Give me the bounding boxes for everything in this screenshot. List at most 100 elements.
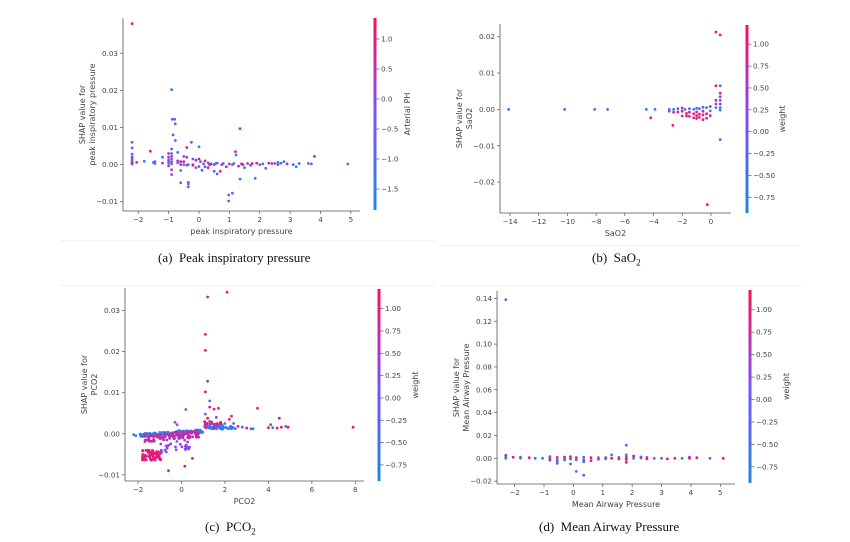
scatter-point — [203, 423, 207, 427]
scatter-point — [144, 448, 148, 452]
scatter-point — [200, 168, 204, 172]
scatter-point — [174, 445, 177, 449]
scatter-point — [261, 162, 265, 166]
scatter-point — [167, 469, 170, 473]
scatter-point — [692, 116, 696, 120]
scatter-point — [582, 455, 586, 459]
x-tick-label: −8 — [591, 217, 602, 226]
y-tick-label: 0.02 — [476, 431, 492, 440]
scatter-point — [688, 110, 691, 114]
scatter-point — [251, 427, 255, 431]
scatter-point — [555, 462, 559, 465]
scatter-point — [680, 109, 684, 113]
caption-c-prefix: (c) — [205, 519, 220, 534]
caption-c: (c) PCO2 — [205, 519, 256, 537]
scatter-point — [212, 169, 216, 173]
scatter-point — [214, 162, 218, 165]
scatter-point — [280, 425, 283, 429]
scatter-point — [718, 84, 722, 88]
scatter-point — [147, 449, 151, 452]
scatter-point — [217, 425, 221, 428]
y-tick-label: 0.01 — [479, 69, 495, 78]
scatter-point — [685, 112, 688, 115]
x-tick-label: 3 — [659, 488, 664, 497]
scatter-point — [718, 33, 722, 37]
scatter-point — [208, 424, 212, 428]
scatter-point — [183, 444, 187, 448]
scatter-point — [206, 295, 210, 299]
scatter-point — [214, 416, 218, 419]
scatter-point — [212, 426, 216, 429]
x-tick-label: 5 — [349, 215, 354, 224]
scatter-point — [173, 420, 177, 424]
scatter-point — [130, 146, 134, 150]
scatter-point — [255, 161, 259, 165]
scatter-point — [175, 423, 179, 427]
y-tick-label: 0.01 — [102, 123, 118, 132]
scatter-point — [680, 106, 684, 110]
colorbar — [748, 290, 752, 483]
scatter-point — [267, 161, 271, 165]
y-axis-label: SHAP value forPCO2 — [80, 354, 99, 414]
scatter-point — [194, 435, 198, 439]
scatter-point — [718, 98, 722, 102]
subplot-panel-c — [60, 285, 435, 511]
scatter-point — [208, 405, 212, 409]
scatter-point — [692, 108, 696, 111]
scatter-point — [617, 457, 621, 461]
x-axis-label: Mean Airway Pressure — [572, 500, 660, 509]
scatter-point — [197, 165, 201, 168]
x-tick-label: 4 — [266, 485, 271, 494]
scatter-point — [132, 433, 136, 436]
scatter-point — [202, 162, 205, 166]
scatter-point — [191, 457, 194, 460]
x-tick-label: 0 — [197, 215, 202, 224]
scatter-point — [645, 457, 649, 461]
scatter-point — [705, 116, 708, 120]
scatter-point — [220, 163, 224, 167]
x-tick-label: −2 — [133, 485, 144, 494]
scatter-point — [182, 160, 186, 164]
scatter-point — [187, 447, 191, 451]
scatter-point — [632, 456, 635, 460]
scatter-point — [219, 420, 223, 424]
scatter-point — [676, 110, 680, 114]
scatter-point — [191, 163, 195, 167]
scatter-point — [141, 453, 145, 456]
y-tick-label: 0.01 — [104, 388, 120, 397]
scatter-point — [152, 439, 156, 443]
scatter-point — [589, 459, 593, 462]
x-tick-label: −2 — [133, 215, 144, 224]
scatter-point — [666, 457, 669, 461]
scatter-point — [569, 462, 572, 466]
scatter-point — [236, 425, 240, 428]
scatter-point — [253, 176, 257, 180]
x-tick-label: 4 — [318, 215, 323, 224]
scatter-point — [158, 437, 162, 441]
colorbar-tick-label: 0.0 — [381, 95, 393, 104]
scatter-point — [142, 159, 146, 163]
scatter-point — [219, 424, 223, 428]
scatter-point — [237, 164, 240, 168]
scatter-point — [171, 133, 175, 137]
x-tick-label: −12 — [531, 217, 546, 226]
scatter-point — [194, 158, 198, 162]
scatter-point — [639, 455, 643, 459]
caption-b-subscript: 2 — [636, 257, 641, 268]
y-tick-label: 0.00 — [104, 429, 120, 438]
scatter-point — [183, 438, 187, 442]
scatter-point — [155, 450, 159, 454]
scatter-point — [582, 473, 586, 477]
scatter-point — [652, 456, 656, 460]
scatter-point — [624, 453, 628, 457]
scatter-point — [714, 102, 718, 106]
scatter-point — [163, 432, 167, 436]
scatter-point — [199, 429, 202, 433]
scatter-point — [194, 166, 198, 170]
scatter-point — [179, 163, 183, 167]
colorbar-tick-label: 0.50 — [756, 350, 772, 359]
scatter-point — [170, 168, 174, 172]
scatter-point — [680, 456, 684, 460]
scatter-point — [179, 169, 183, 172]
scatter-points — [130, 22, 350, 203]
